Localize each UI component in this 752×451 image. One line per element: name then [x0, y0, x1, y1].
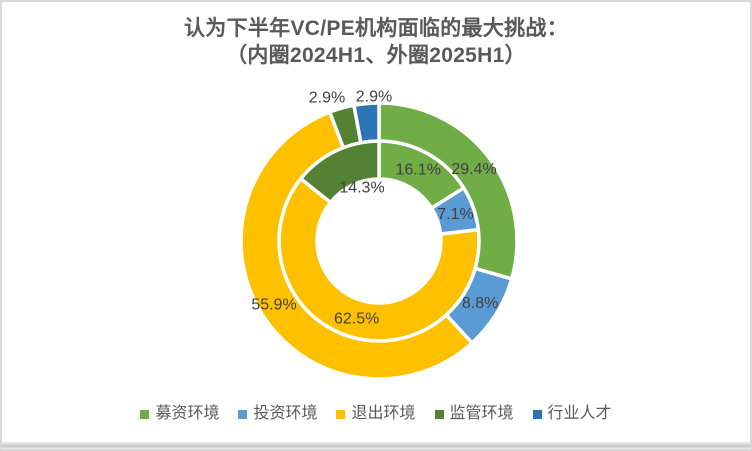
data-label-2024H1-监管环境: 14.3%	[339, 180, 384, 197]
chart-title: 认为下半年VC/PE机构面临的最大挑战： （内圈2024H1、外圈2025H1）	[0, 15, 752, 69]
legend-item-exit: 退出环境	[336, 404, 416, 424]
legend-label-investment: 投资环境	[253, 405, 318, 422]
chart-title-line1: 认为下半年VC/PE机构面临的最大挑战：	[183, 17, 569, 40]
legend-swatch-investment	[238, 409, 248, 419]
legend-item-regulation: 监管环境	[434, 404, 514, 424]
data-label-2024H1-投资环境: 7.1%	[437, 206, 473, 223]
chart-legend: 募资环境 投资环境 退出环境 监管环境 行业人才	[0, 404, 752, 424]
legend-item-investment: 投资环境	[238, 404, 317, 424]
legend-swatch-fundraising	[140, 409, 150, 419]
legend-label-exit: 退出环境	[351, 405, 416, 422]
data-label-2024H1-募资环境: 16.1%	[396, 162, 441, 179]
legend-label-talent: 行业人才	[547, 405, 612, 422]
segment-2025H1-退出环境	[239, 109, 475, 381]
data-label-2025H1-募资环境: 29.4%	[451, 161, 496, 178]
legend-swatch-talent	[532, 409, 542, 419]
data-label-2025H1-监管环境: 2.9%	[309, 90, 345, 107]
legend-item-talent: 行业人才	[532, 404, 612, 424]
legend-swatch-exit	[336, 409, 346, 419]
legend-swatch-regulation	[434, 409, 444, 419]
chart-title-line2: （内圈2024H1、外圈2025H1）	[226, 44, 526, 67]
data-label-2025H1-行业人才: 2.9%	[356, 89, 392, 106]
legend-item-fundraising: 募资环境	[140, 404, 219, 424]
legend-label-fundraising: 募资环境	[155, 405, 220, 422]
segment-2025H1-行业人才	[351, 101, 381, 145]
legend-label-regulation: 监管环境	[449, 405, 514, 422]
data-label-2025H1-投资环境: 8.8%	[462, 295, 498, 312]
data-label-2024H1-退出环境: 62.5%	[334, 310, 379, 327]
data-label-2025H1-退出环境: 55.9%	[251, 297, 296, 314]
